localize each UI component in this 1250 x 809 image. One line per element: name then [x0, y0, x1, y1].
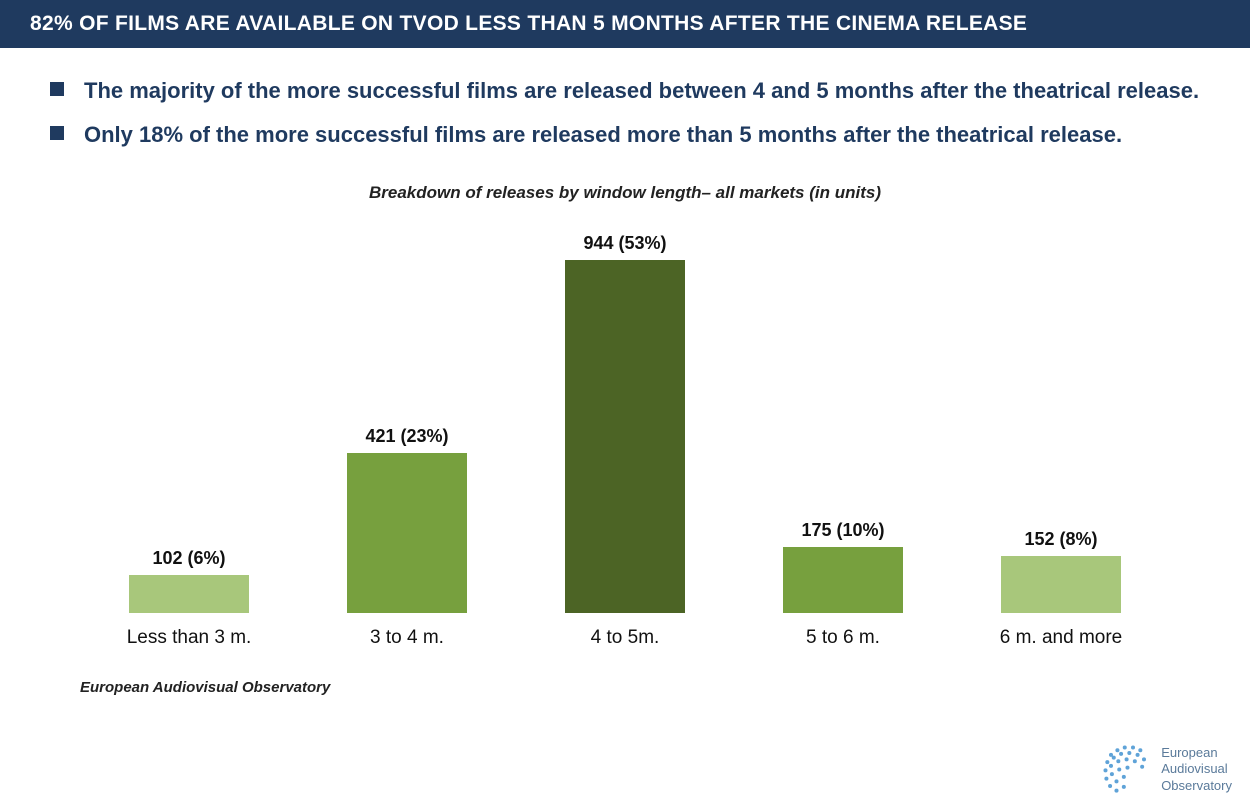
chart-container: Breakdown of releases by window length– … — [0, 173, 1250, 649]
bullet-list: The majority of the more successful film… — [0, 48, 1250, 173]
bar-value-label: 175 (10%) — [801, 520, 884, 541]
x-axis-label: 5 to 6 m. — [734, 627, 952, 649]
header-title-bar: 82% OF FILMS ARE AVAILABLE ON TVOD LESS … — [0, 0, 1250, 48]
logo-text: European Audiovisual Observatory — [1161, 745, 1232, 794]
chart-title: Breakdown of releases by window length– … — [70, 183, 1180, 203]
x-axis-labels: Less than 3 m.3 to 4 m.4 to 5m.5 to 6 m.… — [70, 613, 1180, 649]
bar — [1001, 556, 1121, 614]
eao-logo: European Audiovisual Observatory — [1100, 742, 1232, 797]
bar-chart: 102 (6%) 421 (23%) 944 (53%) 175 (10%) 152 (… — [70, 233, 1180, 613]
x-axis-label: Less than 3 m. — [80, 627, 298, 649]
bar-column: 102 (6%) — [80, 233, 298, 613]
logo-line-3: Observatory — [1161, 778, 1232, 794]
bar-value-label: 421 (23%) — [365, 426, 448, 447]
logo-line-2: Audiovisual — [1161, 761, 1232, 777]
square-bullet-icon — [50, 126, 64, 140]
bar-column: 421 (23%) — [298, 233, 516, 613]
x-axis-label: 4 to 5m. — [516, 627, 734, 649]
x-axis-label: 3 to 4 m. — [298, 627, 516, 649]
bar-value-label: 102 (6%) — [152, 548, 225, 569]
logo-line-1: European — [1161, 745, 1232, 761]
bar-column: 175 (10%) — [734, 233, 952, 613]
bullet-item: Only 18% of the more successful films ar… — [50, 120, 1200, 150]
bullet-text: The majority of the more successful film… — [84, 76, 1199, 106]
bar-value-label: 944 (53%) — [583, 233, 666, 254]
logo-dots-icon — [1100, 742, 1155, 797]
bar — [565, 260, 685, 613]
header-title: 82% OF FILMS ARE AVAILABLE ON TVOD LESS … — [30, 12, 1027, 35]
bar — [783, 547, 903, 614]
bullet-item: The majority of the more successful film… — [50, 76, 1200, 106]
bullet-text: Only 18% of the more successful films ar… — [84, 120, 1122, 150]
bar-column: 944 (53%) — [516, 233, 734, 613]
bar-value-label: 152 (8%) — [1024, 529, 1097, 550]
bar-column: 152 (8%) — [952, 233, 1170, 613]
square-bullet-icon — [50, 82, 64, 96]
source-attribution: European Audiovisual Observatory — [0, 649, 1250, 696]
x-axis-label: 6 m. and more — [952, 627, 1170, 649]
bar — [347, 453, 467, 613]
bar — [129, 575, 249, 614]
